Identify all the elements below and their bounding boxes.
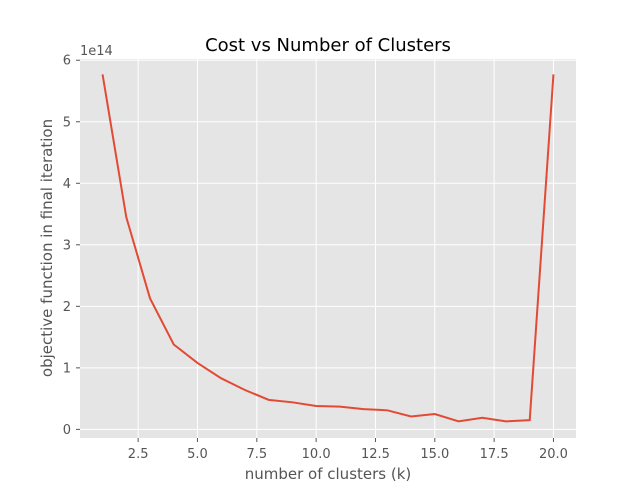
x-tick-label: 12.5 (361, 447, 390, 462)
chart-title: Cost vs Number of Clusters (205, 35, 451, 56)
y-tick-label: 3 (63, 238, 71, 253)
x-tick-label: 7.5 (246, 447, 267, 462)
y-tick-label: 0 (63, 423, 71, 438)
plot-background (80, 59, 576, 438)
x-tick-label: 2.5 (128, 447, 149, 462)
y-tick-label: 2 (63, 300, 71, 315)
x-tick-labels: 2.5 5.0 7.5 10.0 12.5 15.0 17.5 20.0 (128, 447, 568, 462)
x-tick-label: 17.5 (480, 447, 509, 462)
y-axis-title: objective function in final iteration (38, 119, 56, 377)
x-tick-label: 5.0 (187, 447, 208, 462)
x-tick-label: 10.0 (302, 447, 331, 462)
y-tick-label: 5 (63, 115, 71, 130)
y-tick-label: 6 (63, 54, 71, 69)
x-tick-label: 20.0 (539, 447, 568, 462)
series-line (101, 74, 555, 423)
y-scale-label: 1e14 (80, 44, 113, 59)
y-tick-label: 1 (63, 361, 71, 376)
y-tick-labels: 0 1 2 3 4 5 6 (63, 54, 71, 438)
x-tick-label: 15.0 (420, 447, 449, 462)
y-tick-label: 4 (63, 177, 71, 192)
x-axis-title: number of clusters (k) (245, 465, 412, 483)
grid (76, 59, 576, 442)
